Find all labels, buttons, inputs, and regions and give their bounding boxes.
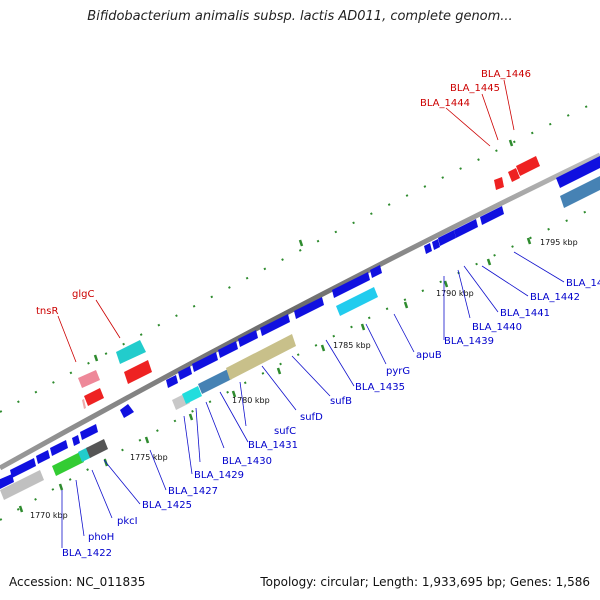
gene-box xyxy=(0,470,44,500)
gene-arrow xyxy=(238,330,258,347)
tick-label-1785: 1785 kbp xyxy=(333,341,371,350)
gene-box xyxy=(336,287,378,316)
gene-arrow xyxy=(432,239,440,250)
rna-label: tnsR xyxy=(36,306,58,317)
gene-label: phoH xyxy=(88,532,114,543)
rna-features[interactable] xyxy=(78,156,540,409)
map-title: Bifidobacterium animalis subsp. lactis A… xyxy=(87,9,513,24)
rna-box xyxy=(116,340,146,364)
rna-label: BLA_1444 xyxy=(420,98,470,109)
gene-label: sufD xyxy=(300,412,323,423)
rna-box xyxy=(516,156,540,176)
gene-label: BLA_1442 xyxy=(530,292,580,303)
rna-box xyxy=(78,370,100,388)
tick-labels: 1770 kbp 1775 kbp 1780 kbp 1785 kbp 1790… xyxy=(30,238,578,520)
gene-label: sufC xyxy=(274,426,296,437)
gene-arrow xyxy=(370,265,382,278)
gene-arrow xyxy=(192,352,218,372)
gene-label: BLA_1439 xyxy=(444,336,494,347)
gene-label: pkcI xyxy=(117,516,138,527)
gene-box xyxy=(226,334,296,380)
gene-label: BLA_1429 xyxy=(194,470,244,481)
summary-text: Topology: circular; Length: 1,933,695 bp… xyxy=(260,575,590,589)
tick-label-1795: 1795 kbp xyxy=(540,238,578,247)
gene-arrow xyxy=(0,474,14,489)
rna-box xyxy=(82,399,86,409)
gene-box xyxy=(52,452,84,476)
gene-arrow xyxy=(10,458,36,478)
rna-box xyxy=(494,177,504,190)
gene-box xyxy=(560,176,600,208)
gene-arrow xyxy=(50,440,68,456)
gene-arrow xyxy=(480,206,504,225)
tick-label-1780: 1780 kbp xyxy=(232,396,270,405)
gene-arrow xyxy=(556,156,600,188)
gene-label: apuB xyxy=(416,350,442,361)
gene-label: BLA_1430 xyxy=(222,456,272,467)
rna-labels: tnsR glgC BLA_1444 BLA_1445 BLA_1446 xyxy=(36,69,531,317)
genome-map[interactable]: 1770 kbp 1775 kbp 1780 kbp 1785 kbp 1790… xyxy=(0,0,600,560)
accession-text: Accession: NC_011835 xyxy=(9,575,146,589)
gene-arrow xyxy=(332,272,370,298)
outer-dotted-ring xyxy=(0,99,600,521)
gene-label: BLA_1425 xyxy=(142,500,192,511)
gene-label: pyrG xyxy=(386,366,410,377)
tick-label-1770: 1770 kbp xyxy=(30,511,68,520)
gene-arrow xyxy=(294,297,324,319)
gene-arrow xyxy=(424,243,432,254)
rna-box xyxy=(124,360,152,384)
rna-label: BLA_1445 xyxy=(450,83,500,94)
gene-label: BLA_1431 xyxy=(248,440,298,451)
rna-label: BLA_1446 xyxy=(481,69,531,80)
gene-box xyxy=(86,439,108,458)
gene-labels: BLA_1422 phoH pkcI BLA_1425 BLA_1427 BLA… xyxy=(62,278,600,559)
gene-arrow xyxy=(438,230,456,246)
tick-label-1775: 1775 kbp xyxy=(130,453,168,462)
gene-arrow xyxy=(120,404,134,418)
gene-arrow xyxy=(178,366,192,380)
gene-label: BLA_1443 xyxy=(566,278,600,289)
backbone-ticks xyxy=(18,139,532,513)
gene-arrow xyxy=(218,341,238,358)
gene-label: BLA_1422 xyxy=(62,548,112,559)
gene-arrow xyxy=(166,375,178,388)
gene-box xyxy=(198,369,232,394)
gene-arrow xyxy=(72,435,80,446)
rna-box xyxy=(508,168,520,182)
rna-label: glgC xyxy=(72,289,94,300)
leader-lines xyxy=(61,251,565,548)
genome-backbone xyxy=(0,152,600,471)
gene-arrow xyxy=(454,219,478,238)
forward-strand-genes[interactable] xyxy=(0,156,600,489)
rna-leader-lines xyxy=(57,79,515,363)
gene-label: BLA_1427 xyxy=(168,486,218,497)
tick-label-1790: 1790 kbp xyxy=(436,289,474,298)
gene-label: sufB xyxy=(330,396,352,407)
gene-arrow xyxy=(36,450,50,464)
gene-box xyxy=(182,386,202,404)
gene-label: BLA_1440 xyxy=(472,322,522,333)
rna-box xyxy=(84,388,104,406)
reverse-strand-genes[interactable] xyxy=(0,176,600,500)
gene-label: BLA_1441 xyxy=(500,308,550,319)
gene-label: BLA_1435 xyxy=(355,382,405,393)
gene-arrow xyxy=(260,314,290,336)
gene-arrow xyxy=(80,424,98,440)
